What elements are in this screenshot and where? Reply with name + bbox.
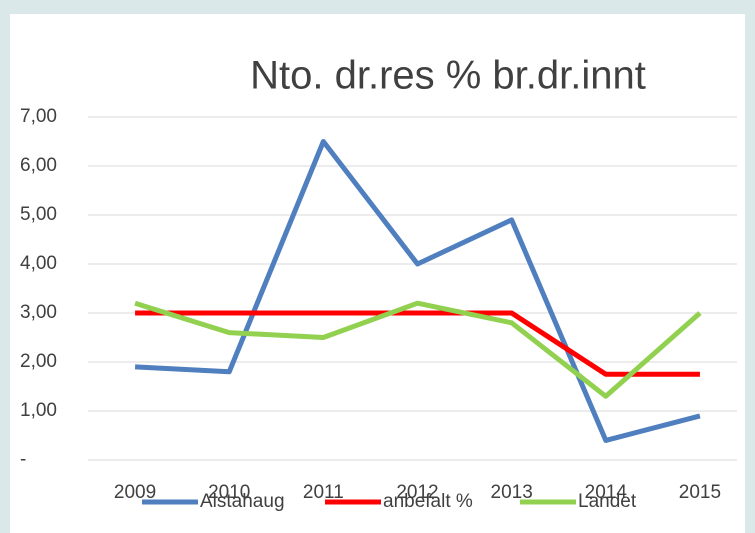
y-tick-label: - bbox=[20, 449, 26, 470]
x-tick-label: 2010 bbox=[208, 482, 250, 503]
x-tick-label: 2009 bbox=[114, 482, 156, 503]
y-tick-label: 1,00 bbox=[20, 400, 57, 421]
series-line bbox=[135, 310, 700, 377]
y-tick-label: 4,00 bbox=[20, 253, 57, 274]
y-tick-label: 2,00 bbox=[20, 351, 57, 372]
series-line bbox=[134, 300, 702, 399]
y-tick-label: 5,00 bbox=[20, 204, 57, 225]
y-tick-label: 7,00 bbox=[20, 106, 57, 127]
y-tick-label: 6,00 bbox=[20, 155, 57, 176]
x-tick-label: 2014 bbox=[585, 482, 628, 503]
x-tick-label: 2013 bbox=[491, 482, 533, 503]
y-tick-label: 3,00 bbox=[20, 302, 57, 323]
legend-label: anbefalt % bbox=[383, 491, 473, 512]
x-tick-label: 2011 bbox=[303, 482, 344, 503]
chart-title: Nto. dr.res % br.dr.innt bbox=[250, 54, 646, 98]
legend-label: Landet bbox=[578, 491, 637, 512]
legend-label: Alstahaug bbox=[200, 491, 285, 512]
series-line bbox=[134, 139, 701, 443]
x-tick-label: 2012 bbox=[396, 482, 438, 503]
chart-area bbox=[10, 14, 745, 533]
x-tick-label: 2015 bbox=[679, 482, 721, 503]
